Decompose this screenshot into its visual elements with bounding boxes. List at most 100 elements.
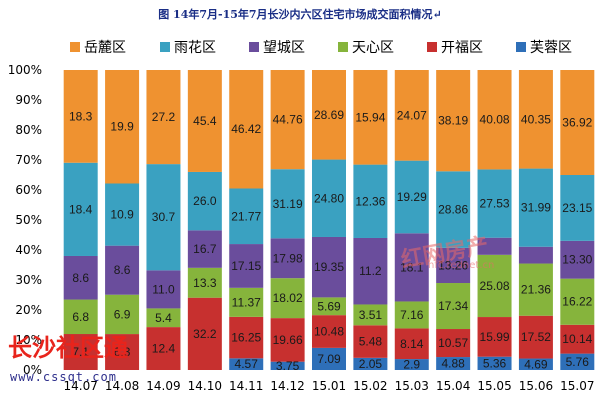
bar-segment — [187, 267, 222, 298]
bar-segment — [477, 237, 512, 255]
data-label: 11.2 — [359, 264, 382, 278]
data-label: 40.35 — [521, 112, 551, 126]
bar-segment — [436, 247, 471, 284]
bar-segment — [146, 270, 181, 309]
data-label: 45.4 — [193, 114, 217, 128]
legend-swatch — [338, 42, 348, 52]
y-tick-label: 90% — [15, 93, 42, 107]
data-label: 6.8 — [72, 310, 89, 324]
bar-segment — [394, 328, 429, 360]
data-label: 4.57 — [235, 357, 259, 371]
data-label: 46.42 — [231, 122, 261, 136]
bar-segment — [146, 327, 181, 370]
bar-segment — [560, 278, 595, 325]
value-labels-group: 7.1 6.8 8.6 18.4 18.3 6.3 6.9 8.6 10.9 19.9 12.4 5.… — [69, 108, 593, 373]
bar-segment — [312, 315, 346, 348]
legend-swatch — [249, 42, 259, 52]
figure-title: 图 14年7月-15年7月长沙内六区住宅市场成交面积情况↵ — [0, 6, 600, 22]
data-label: 18.3 — [69, 109, 93, 123]
bar-segment — [229, 188, 264, 245]
bar-segment — [105, 70, 140, 184]
data-label: 30.7 — [152, 210, 176, 224]
data-label: 11.37 — [232, 295, 261, 309]
data-label: 3.75 — [276, 359, 300, 373]
data-label: 21.36 — [521, 283, 551, 297]
data-label: 36.92 — [562, 115, 592, 129]
data-label: 5.76 — [566, 355, 590, 369]
bar-segment — [436, 283, 471, 330]
bar-segment — [353, 357, 388, 370]
data-label: 44.76 — [273, 113, 303, 127]
data-label: 3.51 — [359, 308, 383, 322]
x-tick-label: 14.09 — [146, 379, 180, 393]
bar-segment — [477, 356, 512, 370]
data-label: 32.2 — [193, 327, 217, 341]
data-label: 19.35 — [314, 260, 344, 274]
x-tick-label: 14.10 — [188, 379, 222, 393]
bar-segment — [146, 70, 181, 165]
data-label: 16.22 — [562, 295, 592, 309]
data-label: 40.08 — [480, 113, 510, 127]
bar-segment — [270, 278, 305, 319]
data-label: 10.9 — [110, 208, 134, 222]
data-label: 7.16 — [400, 308, 424, 322]
bar-segment — [353, 325, 388, 358]
data-label: 8.14 — [400, 337, 424, 351]
data-label: 18.4 — [69, 202, 93, 216]
legend-label: 天心区 — [352, 40, 394, 56]
y-tick-label: 50% — [15, 213, 42, 227]
data-label: 8.6 — [114, 263, 131, 277]
data-label: 2.9 — [403, 358, 420, 372]
bar-segment — [477, 169, 512, 238]
x-tick-label: 15.05 — [477, 379, 511, 393]
data-label: 17.52 — [521, 330, 551, 344]
bar-segment — [105, 334, 140, 370]
data-label: 6.3 — [114, 345, 131, 359]
legend-label: 芙蓉区 — [530, 39, 572, 56]
bar-segment — [270, 318, 305, 362]
bar-segment — [105, 245, 140, 295]
legend-swatch — [70, 42, 80, 52]
x-tick-label: 15.02 — [353, 379, 387, 393]
x-tick-label: 14.07 — [64, 379, 98, 393]
y-tick-label: 20% — [15, 303, 42, 317]
x-tick-label: 14.11 — [229, 379, 263, 393]
bar-segment — [394, 160, 429, 234]
data-label: 5.4 — [155, 311, 172, 325]
y-tick-label: 100% — [8, 63, 42, 77]
data-label: 18.02 — [273, 291, 303, 305]
data-label: 27.53 — [480, 197, 510, 211]
bar-segment — [436, 70, 471, 172]
data-label: 24.80 — [314, 191, 344, 205]
data-label: 6.9 — [114, 307, 131, 321]
title-return-mark: ↵ — [432, 8, 442, 21]
data-label: 17.98 — [273, 251, 303, 265]
data-label: 28.69 — [314, 108, 344, 122]
legend-label: 开福区 — [441, 40, 483, 56]
x-tick-label: 15.04 — [436, 379, 470, 393]
x-tick-label: 15.03 — [395, 379, 429, 393]
data-label: 5.69 — [317, 299, 341, 313]
data-label: 16.7 — [193, 242, 217, 256]
x-tick-label: 15.07 — [560, 379, 594, 393]
data-label: 25.08 — [480, 279, 510, 293]
y-axis: 0% 10% 20% 30% 40% 50% 60% 70% 80% 90% 100% — [8, 63, 42, 377]
data-label: 27.2 — [152, 110, 176, 124]
data-label: 19.66 — [273, 333, 303, 347]
chart-legend: 岳麓区 雨花区 望城区 天心区 开福区 芙蓉区 — [70, 39, 572, 56]
data-label: 21.77 — [231, 209, 261, 223]
bar-segment — [63, 299, 98, 335]
y-tick-label: 40% — [15, 243, 42, 257]
data-label: 13.30 — [562, 253, 592, 267]
data-label: 8.6 — [72, 271, 89, 285]
bar-segment — [394, 70, 429, 161]
data-label: 13.26 — [438, 258, 468, 272]
bar-segment — [518, 263, 553, 316]
data-label: 23.15 — [562, 201, 592, 215]
data-label: 4.88 — [441, 357, 465, 371]
x-tick-label: 14.12 — [270, 379, 304, 393]
bar-segment — [394, 359, 429, 370]
bar-segment — [477, 254, 512, 318]
bar-segment — [394, 233, 429, 302]
